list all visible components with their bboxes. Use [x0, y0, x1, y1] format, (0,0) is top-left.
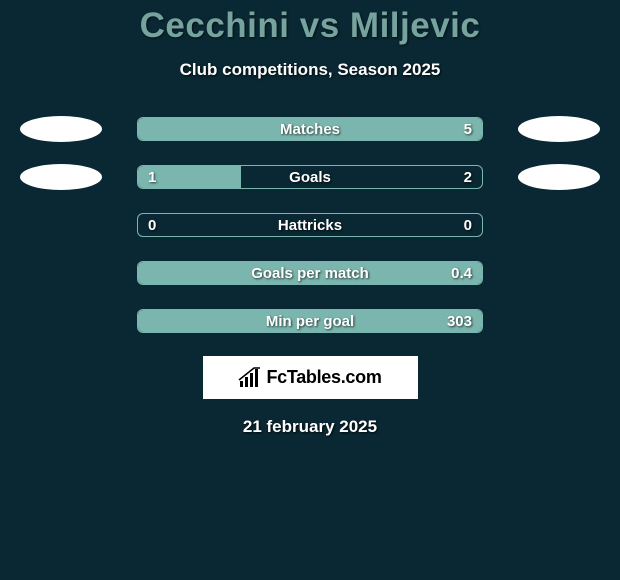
title-player-left: Cecchini: [140, 6, 290, 45]
title-vs: vs: [300, 6, 340, 45]
right-ellipse-icon: [518, 116, 600, 142]
logo-text: FcTables.com: [266, 367, 381, 388]
subtitle: Club competitions, Season 2025: [0, 60, 620, 80]
bar-chart-icon: [238, 367, 262, 389]
right-ellipse-icon: [518, 164, 600, 190]
stat-label: Hattricks: [138, 214, 482, 236]
logo-box[interactable]: FcTables.com: [203, 356, 418, 399]
stats-block: Matches 5 1 Goals 2 0 Hattricks 0: [0, 116, 620, 334]
page-title: Cecchini vs Miljevic: [0, 6, 620, 46]
left-ellipse-icon: [20, 164, 102, 190]
stat-value-right: 0: [464, 214, 472, 236]
stat-row-matches: Matches 5: [0, 116, 620, 142]
stat-bar: 0 Hattricks 0: [137, 213, 483, 237]
stat-bar: Min per goal 303: [137, 309, 483, 333]
stat-row-min-per-goal: Min per goal 303: [0, 308, 620, 334]
stat-bar-fill: [138, 262, 482, 284]
stat-bar: 1 Goals 2: [137, 165, 483, 189]
left-ellipse-icon: [20, 116, 102, 142]
stat-value-right: 0.4: [451, 262, 472, 284]
stat-bar-fill: [138, 310, 482, 332]
stat-value-right: 303: [447, 310, 472, 332]
stat-value-right: 5: [464, 118, 472, 140]
title-player-right: Miljevic: [350, 6, 480, 45]
stat-row-hattricks: 0 Hattricks 0: [0, 212, 620, 238]
stat-bar: Goals per match 0.4: [137, 261, 483, 285]
stat-row-goals: 1 Goals 2: [0, 164, 620, 190]
stat-row-goals-per-match: Goals per match 0.4: [0, 260, 620, 286]
stat-value-left: 1: [148, 166, 156, 188]
date-text: 21 february 2025: [0, 417, 620, 437]
main-container: Cecchini vs Miljevic Club competitions, …: [0, 0, 620, 437]
stat-value-left: 0: [148, 214, 156, 236]
stat-value-right: 2: [464, 166, 472, 188]
stat-bar: Matches 5: [137, 117, 483, 141]
stat-bar-fill: [138, 118, 482, 140]
